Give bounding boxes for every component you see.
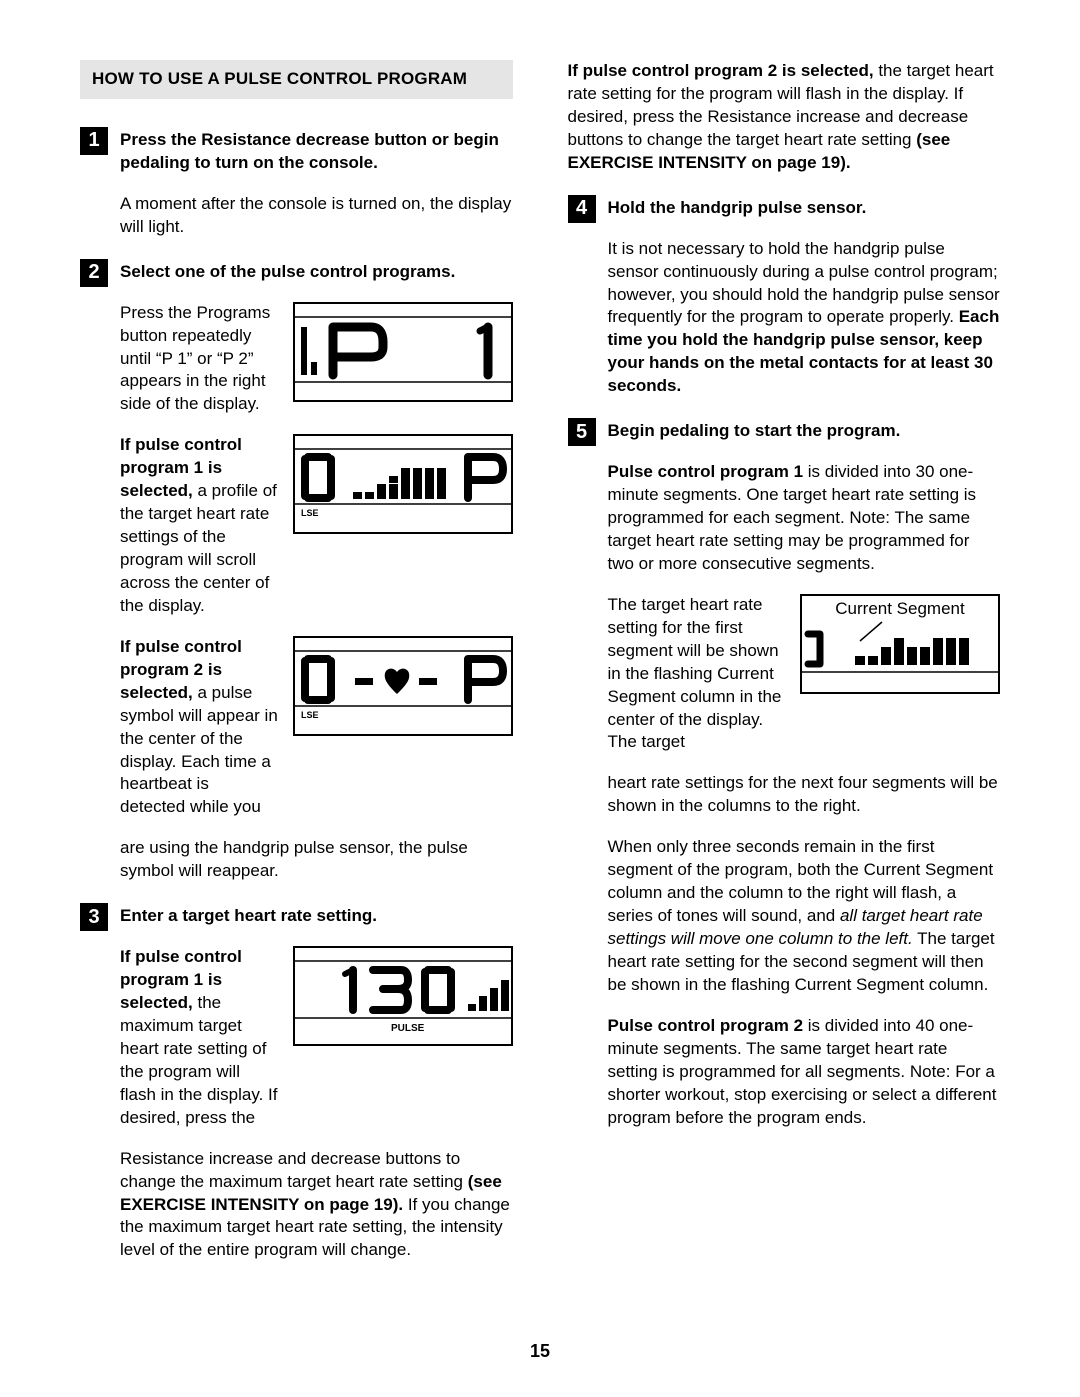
step-number-icon: 5 — [568, 418, 596, 446]
step-2-block-1: Press the Programs button repeatedly unt… — [120, 302, 513, 417]
step-2-p3: If pulse control program 2 is selected, … — [120, 636, 279, 820]
step-5-title: Begin pedaling to start the program. — [608, 420, 1001, 443]
step-1-body: A moment after the console is turned on,… — [120, 193, 513, 239]
step-1-title: Press the Resistance decrease button or … — [120, 129, 513, 175]
step-2-title: Select one of the pulse control programs… — [120, 261, 513, 284]
lcd-130-icon: PULSE — [293, 946, 513, 1046]
step-2-block-2: If pulse control program 1 is selected, … — [120, 434, 513, 618]
step-2-block-3: If pulse control program 2 is selected, … — [120, 636, 513, 820]
lcd-display-130: PULSE — [293, 946, 513, 1046]
lcd-display-current-segment: Current Segment — [800, 594, 1000, 704]
lcd-pulse-symbol-icon: LSE — [293, 636, 513, 736]
lcd-display-p1 — [293, 302, 513, 402]
step-5-p2: The target heart rate setting for the fi… — [608, 594, 787, 755]
svg-text:LSE: LSE — [301, 710, 319, 720]
right-pre-paragraph: If pulse control program 2 is selected, … — [568, 60, 1001, 175]
right-pre-p: If pulse control program 2 is selected, … — [568, 60, 1001, 175]
step-2-p1: Press the Programs button repeatedly unt… — [120, 302, 279, 417]
svg-text:Current Segment: Current Segment — [835, 599, 965, 618]
step-5-p3: When only three seconds remain in the fi… — [608, 836, 1001, 997]
lcd-display-profile: LSE — [293, 434, 513, 534]
lcd-current-segment-icon: Current Segment — [800, 594, 1000, 704]
svg-text:LSE: LSE — [301, 508, 319, 518]
step-2: 2 Select one of the pulse control progra… — [80, 261, 513, 884]
lcd-display-pulse-symbol: LSE — [293, 636, 513, 736]
step-3-title: Enter a target heart rate setting. — [120, 905, 513, 928]
step-4: 4 Hold the handgrip pulse sensor. It is … — [568, 197, 1001, 399]
step-5-p4: Pulse control program 2 is divided into … — [608, 1015, 1001, 1130]
step-number-icon: 2 — [80, 259, 108, 287]
step-5-p2-run: heart rate settings for the next four se… — [608, 772, 1001, 818]
step-number-icon: 3 — [80, 903, 108, 931]
step-4-title: Hold the handgrip pulse sensor. — [608, 197, 1001, 220]
step-number-icon: 1 — [80, 127, 108, 155]
step-5-p1: Pulse control program 1 is divided into … — [608, 461, 1001, 576]
step-3-block-1: If pulse control program 1 is selected, … — [120, 946, 513, 1130]
step-4-p1: It is not necessary to hold the handgrip… — [608, 238, 1001, 399]
right-column: If pulse control program 2 is selected, … — [568, 60, 1001, 1284]
svg-text:PULSE: PULSE — [391, 1023, 425, 1034]
step-number-icon: 4 — [568, 195, 596, 223]
step-2-p3-run: are using the handgrip pulse sensor, the… — [120, 837, 513, 883]
lcd-p1-icon — [293, 302, 513, 402]
step-3: 3 Enter a target heart rate setting. If … — [80, 905, 513, 1262]
step-3-p1: If pulse control program 1 is selected, … — [120, 946, 279, 1130]
left-column: HOW TO USE A PULSE CONTROL PROGRAM 1 Pre… — [80, 60, 513, 1284]
page-number: 15 — [0, 1341, 1080, 1362]
step-5-block: The target heart rate setting for the fi… — [608, 594, 1001, 755]
section-heading: HOW TO USE A PULSE CONTROL PROGRAM — [80, 60, 513, 99]
step-3-p1-run: Resistance increase and decrease buttons… — [120, 1148, 513, 1263]
lcd-profile-icon: LSE — [293, 434, 513, 534]
step-1: 1 Press the Resistance decrease button o… — [80, 129, 513, 239]
step-5: 5 Begin pedaling to start the program. P… — [568, 420, 1001, 1129]
step-2-p2: If pulse control program 1 is selected, … — [120, 434, 279, 618]
